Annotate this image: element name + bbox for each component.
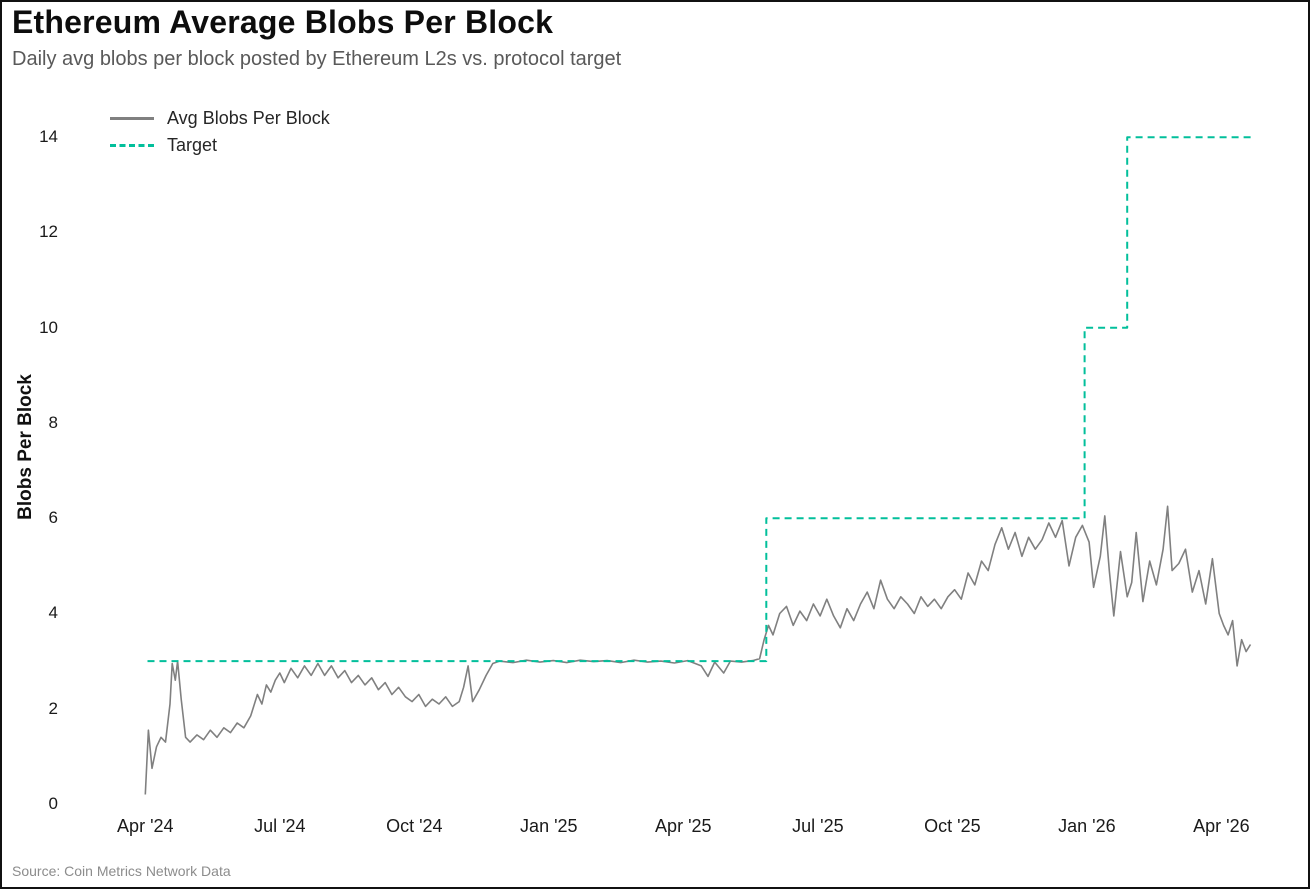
x-tick-label: Apr '24 <box>117 816 174 836</box>
y-tick-label: 0 <box>48 794 58 813</box>
source-text: Source: Coin Metrics Network Data <box>12 863 231 879</box>
plot-area <box>87 92 1264 804</box>
y-tick-label: 4 <box>48 603 58 623</box>
x-tick-label: Jan '25 <box>520 816 578 836</box>
y-tick-label: 12 <box>39 222 58 242</box>
legend-item-target: Target <box>110 132 330 159</box>
chart-title: Ethereum Average Blobs Per Block <box>12 4 554 40</box>
x-tick-label: Jul '24 <box>254 816 306 836</box>
y-tick-label: 2 <box>48 698 58 718</box>
legend-label-target: Target <box>167 135 218 155</box>
x-tick-label: Jan '26 <box>1058 816 1116 836</box>
y-tick-labels: 0 2 4 6 8 10 12 14 <box>2 92 74 813</box>
y-tick-label: 14 <box>39 127 58 147</box>
legend-label-avg: Avg Blobs Per Block <box>167 108 330 128</box>
target-line-sample-icon <box>110 144 154 147</box>
x-tick-label: Apr '25 <box>655 816 712 836</box>
avg-blobs-line <box>145 506 1250 794</box>
avg-line-sample-icon <box>110 117 154 120</box>
y-tick-label: 10 <box>39 317 58 337</box>
y-tick-label: 8 <box>48 412 58 432</box>
x-tick-label: Apr '26 <box>1193 816 1250 836</box>
chart-subtitle: Daily avg blobs per block posted by Ethe… <box>12 48 622 70</box>
x-tick-label: Oct '25 <box>924 816 981 836</box>
target-line <box>148 137 1253 661</box>
legend-item-avg: Avg Blobs Per Block <box>110 105 330 132</box>
x-tick-label: Oct '24 <box>386 816 443 836</box>
chart-canvas <box>87 92 1264 804</box>
x-tick-label: Jul '25 <box>792 816 844 836</box>
y-tick-label: 6 <box>48 508 58 528</box>
legend: Avg Blobs Per Block Target <box>110 105 330 159</box>
x-tick-labels: Apr '24 Jul '24 Oct '24 Jan '25 Apr '25 Jul '… <box>87 816 1264 846</box>
